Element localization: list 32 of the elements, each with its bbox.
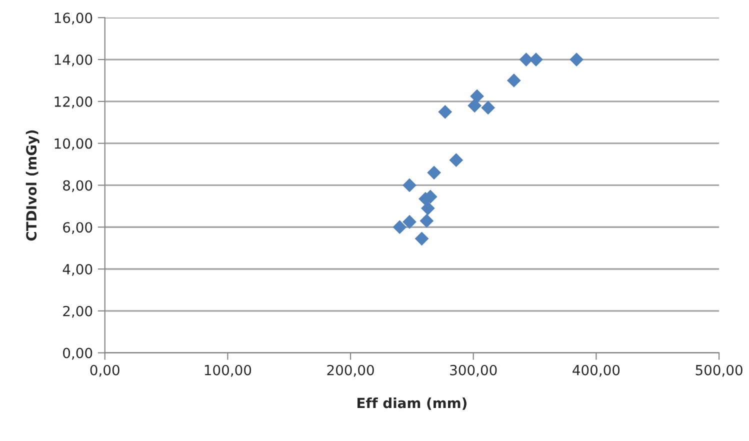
point: [420, 201, 435, 216]
y-tick-label: 6,00: [63, 222, 92, 234]
point: [402, 178, 416, 192]
point: [481, 100, 496, 115]
point: [414, 232, 429, 246]
point: [570, 52, 584, 66]
x-tick-label: 400,00: [572, 364, 620, 377]
y-tick-label: 0,00: [63, 348, 92, 360]
x-tick-label: 200,00: [327, 364, 374, 377]
x-tick-label: 300,00: [450, 364, 497, 377]
x-tick-label: 0,00: [90, 364, 120, 377]
y-tick-label: 2,00: [63, 306, 92, 318]
point: [470, 89, 484, 104]
y-tick-label: 10,00: [54, 138, 92, 150]
y-tick-label: 14,00: [54, 54, 92, 66]
point: [427, 166, 442, 180]
point: [438, 104, 452, 119]
point: [402, 214, 416, 229]
x-tick-label: 500,00: [696, 364, 742, 377]
y-tick-label: 8,00: [63, 180, 92, 192]
point: [468, 98, 482, 113]
point: [392, 220, 407, 234]
x-axis-title: Eff diam (mm): [358, 397, 466, 410]
point: [420, 214, 434, 228]
point: [529, 52, 543, 66]
point: [449, 153, 464, 168]
y-tick-label: 12,00: [54, 96, 92, 108]
x-tick-label: 100,00: [204, 364, 252, 377]
y-tick-label: 16,00: [54, 12, 92, 25]
y-tick-label: 4,00: [62, 264, 92, 276]
point: [506, 74, 521, 88]
y-axis-title: CTDIvol (mGy): [26, 130, 40, 241]
